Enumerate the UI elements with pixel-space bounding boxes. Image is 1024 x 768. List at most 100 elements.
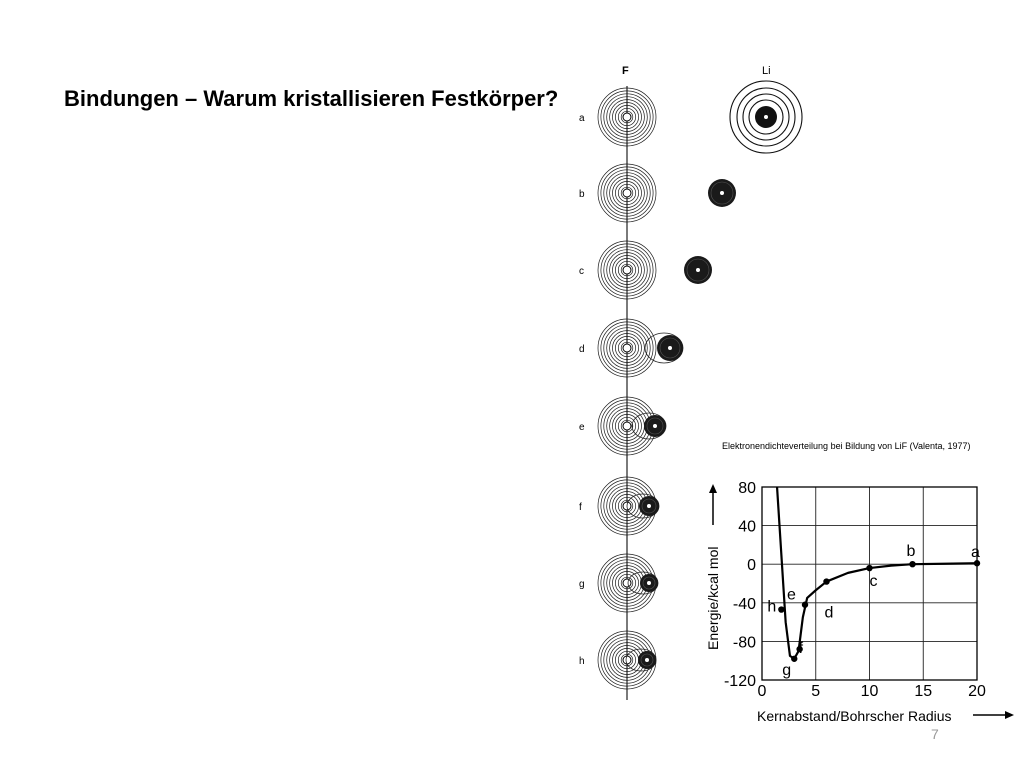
lithium-nucleus [668, 346, 672, 350]
fluorine-contour-ring [620, 653, 634, 667]
lithium-atom [644, 332, 684, 364]
fluorine-contour-ring [617, 416, 637, 436]
slide-number: 7 [931, 726, 939, 742]
lithium-contour-ring [646, 417, 664, 435]
lithium-contour-ring [710, 181, 734, 205]
lithium-nucleus [764, 115, 768, 119]
fluorine-contour-ring [609, 330, 645, 366]
fluorine-contour-ring [615, 494, 639, 518]
data-point-marker [823, 578, 830, 585]
y-tick-label: -80 [733, 634, 756, 651]
fluorine-nucleus [622, 265, 632, 275]
plot-frame [761, 486, 978, 681]
data-point-label: e [787, 587, 796, 604]
lithium-nucleus [653, 424, 657, 428]
data-point-marker [778, 606, 785, 613]
fluorine-contour-ring [600, 166, 654, 220]
fluorine-contour-ring [606, 249, 648, 291]
lithium-contour-ring [748, 99, 784, 135]
y-tick-label: 80 [738, 480, 756, 497]
x-axis-label: Kernabstand/Bohrscher Radius [757, 708, 952, 724]
lithium-atom [627, 571, 659, 595]
fluorine-contour-ring [617, 183, 637, 203]
stage-h-group: h [579, 630, 657, 690]
lithium-nucleus [647, 581, 651, 585]
data-point-label: h [767, 599, 776, 616]
data-point-g: g [782, 655, 798, 679]
lithium-contour-ring [742, 93, 790, 141]
fluorine-density-contours [597, 163, 657, 223]
fluorine-contour-ring [600, 90, 654, 144]
lithium-column-label: Li [762, 65, 771, 77]
fluorine-contour-ring [620, 499, 634, 513]
fluorine-nucleus [622, 578, 632, 588]
fluorine-contour-ring [597, 87, 657, 147]
fluorine-contour-ring [612, 102, 642, 132]
y-tick-label: -120 [724, 673, 756, 690]
lithium-contour-ring [736, 87, 796, 147]
data-point-d: d [823, 578, 834, 622]
figure-caption: Elektronendichteverteilung bei Bildung v… [722, 441, 971, 451]
data-point-marker [909, 561, 916, 568]
fluorine-column-label: F [622, 65, 629, 77]
lithium-atom [729, 80, 803, 154]
fluorine-contour-ring [612, 255, 642, 285]
data-point-marker [866, 564, 873, 572]
fluorine-density-contours [597, 318, 657, 378]
fluorine-density-contours [597, 240, 657, 300]
lithium-contour-ring [640, 653, 654, 667]
stage-a-group: a [579, 80, 803, 154]
data-point-label: b [907, 543, 916, 560]
data-point-h: h [767, 599, 785, 616]
data-point-b: b [907, 543, 916, 568]
fluorine-contour-ring [615, 105, 639, 129]
lithium-nucleus [720, 191, 724, 195]
stage-label: a [579, 113, 585, 124]
fluorine-contour-ring [617, 338, 637, 358]
fluorine-nucleus [622, 343, 632, 353]
lithium-contour-ring [642, 576, 656, 590]
fluorine-contour-ring [615, 181, 639, 205]
lithium-contour-ring [686, 258, 710, 282]
fluorine-contour-ring [617, 650, 637, 670]
fluorine-contour-ring [617, 107, 637, 127]
fluorine-contour-ring [609, 175, 645, 211]
x-tick-label: 0 [758, 683, 767, 700]
fluorine-contour-ring [615, 336, 639, 360]
data-point-label: c [870, 573, 878, 590]
lithium-nucleus [645, 658, 649, 662]
fluorine-contour-ring [609, 99, 645, 135]
x-tick-label: 5 [811, 683, 820, 700]
fluorine-nucleus [622, 112, 632, 122]
fluorine-contour-ring [603, 324, 651, 372]
fluorine-contour-ring [620, 110, 634, 124]
x-axis-arrowhead [1005, 711, 1014, 719]
fluorine-contour-ring [612, 333, 642, 363]
fluorine-contour-ring [615, 414, 639, 438]
energy-curve [775, 486, 978, 660]
lithium-nucleus [647, 504, 651, 508]
fluorine-contour-ring [620, 419, 634, 433]
stage-c-group: c [579, 240, 712, 300]
fluorine-contour-ring [620, 186, 634, 200]
stage-label: g [579, 579, 585, 590]
fluorine-contour-ring [597, 240, 657, 300]
fluorine-contour-ring [606, 172, 648, 214]
fluorine-contour-ring [603, 93, 651, 141]
data-point-e: e [787, 587, 809, 608]
x-tick-label: 20 [968, 683, 986, 700]
lithium-contour-ring [729, 80, 803, 154]
fluorine-nucleus [622, 421, 632, 431]
lithium-atom [626, 493, 660, 519]
fluorine-contour-ring [600, 243, 654, 297]
stage-label: f [579, 502, 582, 513]
data-point-marker [973, 560, 981, 567]
lithium-atom [708, 179, 736, 207]
data-point-marker [801, 601, 809, 608]
stage-label: e [579, 422, 585, 433]
fluorine-contour-ring [597, 318, 657, 378]
stage-d-group: d [579, 318, 684, 378]
fluorine-contour-ring [600, 321, 654, 375]
data-point-label: d [825, 605, 834, 622]
stage-b-group: b [579, 163, 736, 223]
